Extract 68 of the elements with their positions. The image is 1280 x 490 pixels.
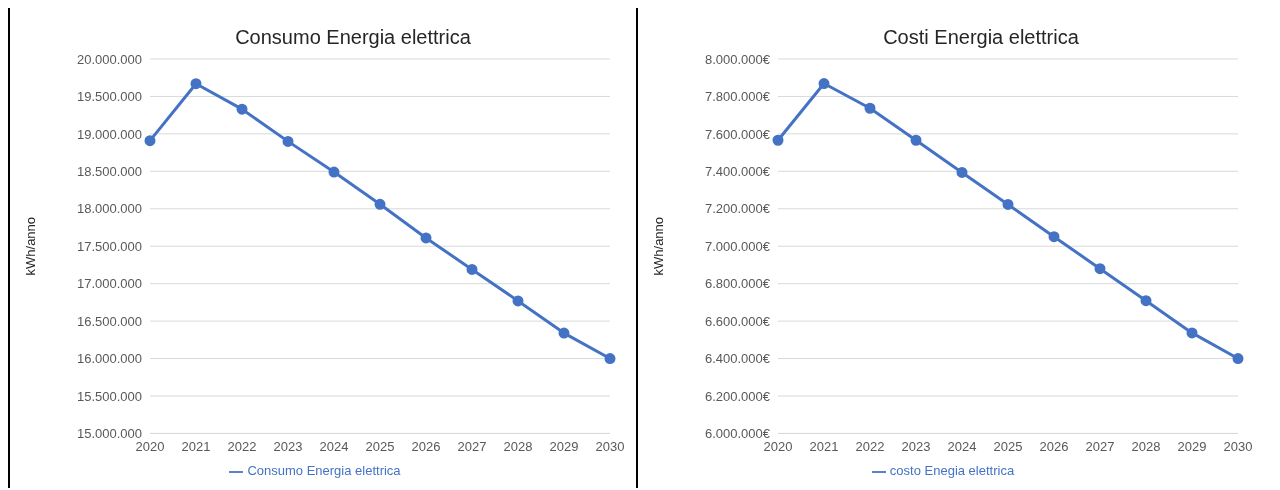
- point: [236, 103, 248, 115]
- x-tick-label: 2025: [365, 438, 395, 454]
- x-tick-label: 2022: [227, 438, 257, 454]
- x-tick-label: 2021: [809, 438, 839, 454]
- y-tick-label: 17.000.000: [76, 276, 142, 292]
- y-tick-label: 20.000.000: [76, 51, 142, 67]
- point: [772, 134, 784, 146]
- x-tick-label: 2024: [947, 438, 977, 454]
- y-tick-label: 6.800.000€: [704, 276, 771, 292]
- point: [190, 78, 202, 90]
- x-tick-label: 2027: [457, 438, 487, 454]
- x-tick-label: 2022: [855, 438, 885, 454]
- point: [1094, 263, 1106, 275]
- x-tick-label: 2028: [1131, 438, 1161, 454]
- y-tick-label: 6.400.000€: [704, 351, 771, 367]
- point: [910, 134, 922, 146]
- y-tick-label: 8.000.000€: [704, 51, 771, 67]
- x-tick-label: 2029: [549, 438, 579, 454]
- y-tick-label: 7.400.000€: [704, 163, 771, 179]
- y-tick-label: 17.500.000: [76, 238, 142, 254]
- y-tick-label: 15.500.000: [76, 388, 142, 404]
- x-tick-label: 2027: [1085, 438, 1115, 454]
- point: [1048, 231, 1060, 243]
- point: [558, 327, 570, 339]
- x-tick-label: 2021: [181, 438, 211, 454]
- point: [328, 166, 340, 178]
- legend-label: costo Enegia elettrica: [889, 463, 1015, 479]
- x-tick-label: 2030: [595, 438, 625, 454]
- point: [1232, 353, 1244, 365]
- point: [282, 135, 294, 147]
- y-tick-label: 18.000.000: [76, 201, 142, 217]
- y-tick-label: 6.600.000€: [704, 313, 771, 329]
- y-tick-label: 7.600.000€: [704, 126, 771, 142]
- legend-label: Consumo Energia elettrica: [247, 463, 401, 479]
- x-tick-label: 2026: [411, 438, 441, 454]
- y-tick-label: 16.000.000: [76, 351, 142, 367]
- x-tick-label: 2026: [1039, 438, 1069, 454]
- chart-title: Costi Energia elettrica: [882, 26, 1080, 49]
- y-tick-label: 6.200.000€: [704, 388, 771, 404]
- point: [1140, 295, 1152, 307]
- x-tick-label: 2025: [993, 438, 1023, 454]
- point: [1002, 198, 1014, 210]
- point: [420, 232, 432, 244]
- y-tick-label: 19.500.000: [76, 89, 142, 105]
- point: [1186, 327, 1198, 339]
- x-tick-label: 2028: [503, 438, 533, 454]
- y-tick-label: 7.800.000€: [704, 89, 771, 105]
- point: [956, 166, 968, 178]
- x-tick-label: 2023: [273, 438, 303, 454]
- y-tick-label: 7.200.000€: [704, 201, 771, 217]
- point: [466, 263, 478, 275]
- x-tick-label: 2023: [901, 438, 931, 454]
- chart-title: Consumo Energia elettrica: [234, 26, 472, 49]
- point: [374, 198, 386, 210]
- x-tick-label: 2029: [1177, 438, 1207, 454]
- point: [144, 135, 156, 147]
- x-tick-label: 2030: [1223, 438, 1253, 454]
- y-tick-label: 19.000.000: [76, 126, 142, 142]
- y-axis-title: kWh/anno: [650, 216, 666, 276]
- y-axis-title: kWh/anno: [22, 216, 38, 276]
- point: [604, 353, 616, 365]
- point: [818, 78, 830, 90]
- y-tick-label: 18.500.000: [76, 163, 142, 179]
- y-tick-label: 7.000.000€: [704, 238, 771, 254]
- x-tick-label: 2024: [319, 438, 349, 454]
- point: [864, 102, 876, 114]
- y-tick-label: 16.500.000: [76, 313, 142, 329]
- point: [512, 295, 524, 307]
